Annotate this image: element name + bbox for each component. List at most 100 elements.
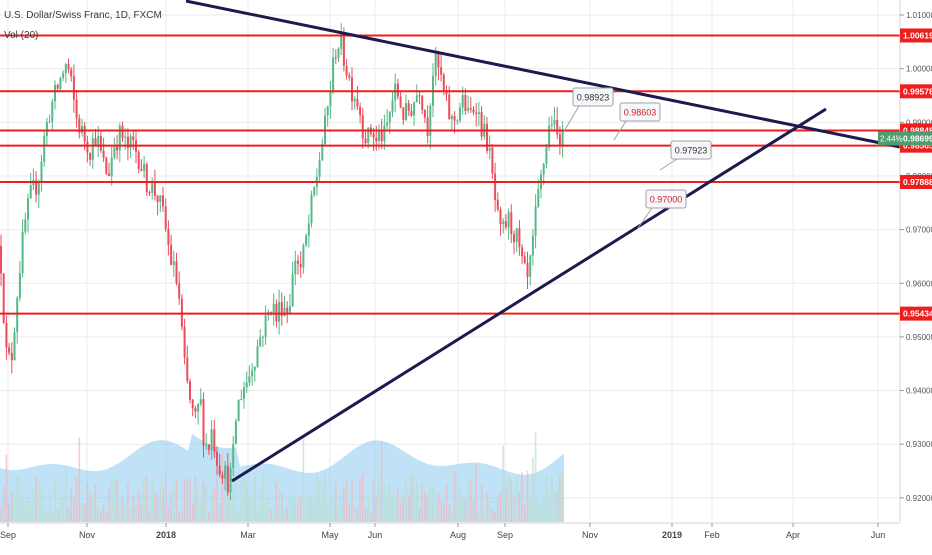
price-candle — [167, 229, 170, 245]
time-tick-label: May — [321, 530, 339, 540]
volume-bar — [445, 483, 448, 522]
price-candle — [245, 382, 248, 388]
volume-bar — [259, 489, 261, 522]
volume-bar — [81, 503, 83, 522]
price-candle — [340, 34, 343, 49]
callout-box[interactable] — [645, 189, 687, 209]
chart-title: U.S. Dollar/Swiss Franc, 1D, FXCM — [4, 10, 162, 21]
time-tick-label: 2019 — [662, 530, 682, 540]
price-candle — [24, 219, 27, 232]
volume-bar — [189, 478, 191, 522]
callout-box[interactable] — [670, 140, 712, 160]
volume-bar — [243, 478, 245, 522]
volume-bar — [426, 495, 429, 522]
volume-bar — [448, 504, 450, 522]
volume-bar — [459, 491, 461, 522]
volume-bar — [21, 492, 24, 522]
volume-bar — [329, 500, 332, 522]
price-candle — [59, 77, 62, 89]
volume-bar — [97, 506, 99, 522]
volume-bar — [235, 482, 237, 522]
volume-bar — [127, 483, 129, 522]
price-candle — [407, 103, 410, 112]
price-candle — [302, 245, 305, 268]
volume-bar — [100, 510, 102, 522]
price-candle — [467, 108, 470, 111]
price-candle — [334, 57, 337, 59]
price-candle — [307, 223, 310, 236]
volume-bar — [540, 503, 542, 522]
level-price-tag — [900, 174, 932, 189]
volume-bar — [262, 472, 264, 522]
volume-bar — [143, 476, 145, 522]
price-candle — [45, 122, 48, 137]
volume-bar — [256, 509, 259, 522]
price-candle — [280, 302, 283, 316]
level-price-label: 1.00619 — [903, 30, 932, 40]
volume-bar — [478, 510, 480, 522]
price-candle — [423, 109, 426, 118]
price-tick-label: 0.97000 — [906, 226, 932, 235]
volume-bar — [356, 507, 359, 522]
volume-bar — [434, 496, 437, 522]
volume-bar — [367, 493, 369, 522]
price-candle — [5, 323, 8, 348]
volume-bar — [75, 477, 78, 522]
volume-bar — [270, 508, 272, 522]
price-candle — [2, 273, 5, 324]
price-candle — [294, 260, 297, 275]
volume-bar — [8, 503, 10, 522]
resistance-trendline[interactable] — [185, 0, 901, 149]
volume-bar — [402, 494, 405, 522]
price-candle — [475, 112, 478, 114]
price-candle — [105, 157, 108, 174]
price-candle — [313, 187, 316, 195]
price-candle — [410, 111, 413, 116]
price-candle — [91, 138, 94, 160]
volume-bar — [264, 502, 267, 522]
volume-bar — [526, 470, 529, 522]
volume-bar — [167, 506, 170, 522]
volume-bar — [383, 486, 386, 522]
price-candle — [288, 306, 291, 313]
callout-box[interactable] — [619, 102, 661, 122]
price-candle — [342, 34, 345, 66]
price-candle — [359, 106, 362, 116]
volume-bar — [410, 474, 413, 522]
volume-bar — [497, 496, 499, 522]
volume-bar — [548, 492, 550, 522]
volume-bar — [524, 505, 526, 522]
volume-bar — [186, 480, 189, 522]
volume-bar — [294, 498, 297, 522]
price-candle — [310, 194, 313, 224]
price-candle — [37, 182, 40, 195]
price-candle — [189, 381, 191, 400]
price-candle — [523, 256, 526, 263]
volume-bar — [324, 473, 326, 522]
volume-bar — [218, 502, 221, 522]
price-candle — [345, 65, 348, 76]
volume-bar — [340, 493, 342, 522]
volume-bar — [227, 490, 229, 522]
volume-bar — [542, 498, 545, 522]
callout-box[interactable] — [572, 87, 614, 107]
volume-bar — [54, 480, 56, 522]
volume-bar — [418, 507, 421, 522]
price-candle — [213, 429, 216, 452]
price-candle — [361, 115, 364, 139]
volume-bar — [551, 476, 553, 522]
time-tick-label: Aug — [450, 530, 466, 540]
price-candle — [321, 143, 324, 161]
support-trendline[interactable] — [231, 107, 827, 483]
price-candle — [243, 387, 245, 399]
volume-bar — [364, 508, 367, 522]
volume-bar — [316, 473, 318, 522]
volume-bar — [389, 482, 391, 522]
price-candle — [62, 73, 65, 78]
price-candle — [143, 164, 146, 171]
volume-bar — [113, 477, 116, 522]
price-candle — [259, 337, 262, 347]
